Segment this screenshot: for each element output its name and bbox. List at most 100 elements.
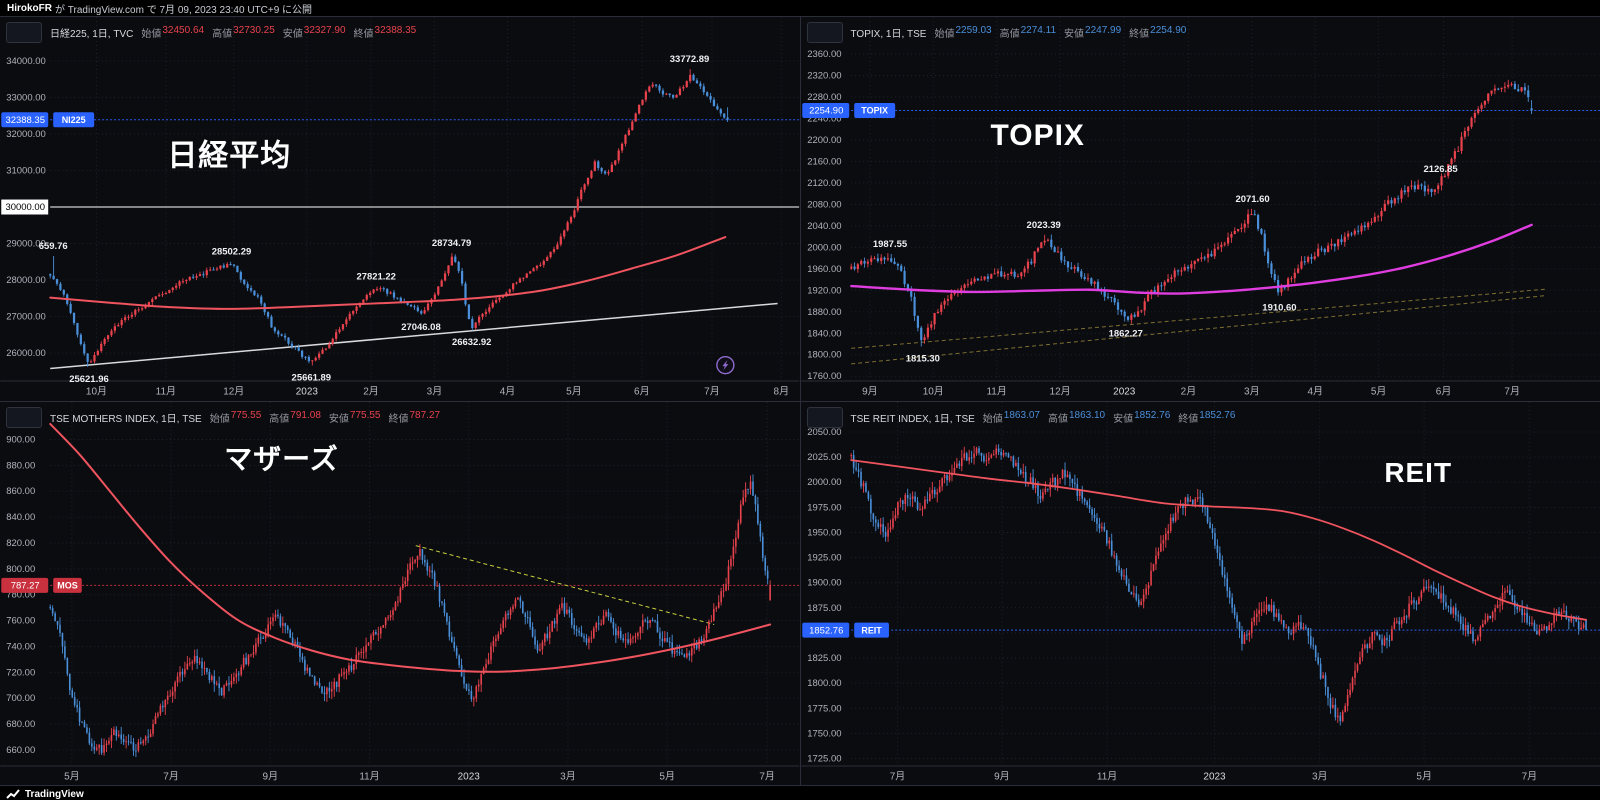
price-tags[interactable]: 30000.00 32388.35 NI225 [1, 112, 95, 215]
y-axis-label: 2360.00 [807, 49, 841, 60]
y-axis-label: 2025.00 [807, 452, 841, 463]
y-axis-label: 1840.00 [807, 328, 841, 339]
trend-line [415, 544, 715, 625]
trend-line [850, 295, 1545, 365]
nikkei-chart-canvas[interactable]: 26000.00 27000.00 28000.00 29000.00 30000.00… [0, 17, 800, 401]
y-axis-label: 27000.00 [6, 312, 46, 323]
y-axis-label: 900.00 [6, 434, 35, 445]
high-value: 32730.25 [233, 25, 275, 36]
swing-annotations: 659.76 25621.96 28502.29 25661.89 27821.22 27… [39, 54, 710, 385]
svg-text:MOS: MOS [57, 580, 77, 590]
plot-area[interactable] [49, 69, 800, 370]
reit-legend[interactable]: TSE REIT INDEX, 1日, TSE 始値 1863.07 高値 1863… [806, 406, 1236, 428]
symbol-title[interactable]: TOPIX, 1日, TSE [850, 29, 927, 40]
x-axis-label: 4月 [500, 386, 516, 398]
topix-legend[interactable]: TOPIX, 1日, TSE 始値 2259.03 高値 2274.11 安値 224… [806, 22, 1186, 43]
x-axis-label: 10月 [86, 386, 107, 398]
symbol-title[interactable]: 日経225, 1日, TVC [50, 29, 134, 40]
candles-layer [849, 79, 1533, 347]
x-axis-label: 6月 [1435, 386, 1451, 398]
ohlc-values: 始値 775.55 高値 791.08 安値 775.55 終値 787.27 [210, 410, 440, 425]
reit-chart-canvas[interactable]: 1725.001750.001775.001800.001825.001850.… [800, 401, 1600, 786]
tradingview-brand[interactable]: TradingView [25, 788, 84, 800]
svg-text:TOPIX: TOPIX [861, 106, 888, 116]
x-axis-label: 12月 [1049, 386, 1070, 398]
open-value: 32450.64 [162, 25, 205, 36]
symbol-logo-box[interactable] [6, 406, 42, 428]
tradingview-logo-icon[interactable] [6, 788, 20, 800]
y-axis-label: 800.00 [6, 563, 35, 574]
publish-attribution-bar: HirokoFR が TradingView.com で 7月 09, 2023… [0, 0, 1600, 16]
price-annotation: 27821.22 [356, 272, 396, 283]
symbol-title[interactable]: TSE REIT INDEX, 1日, TSE [850, 413, 975, 425]
y-axis-label: 1800.00 [807, 350, 841, 361]
x-axis-label: 3月 [560, 770, 576, 782]
y-axis-label: 1900.00 [807, 577, 841, 588]
y-axis-label: 740.00 [6, 641, 35, 652]
plot-area[interactable] [849, 79, 1600, 365]
last-price-tag [801, 102, 849, 118]
open-value: 775.55 [230, 409, 262, 421]
symbol-logo-box[interactable] [806, 406, 843, 428]
y-axis-label: 700.00 [6, 693, 35, 704]
nikkei-legend[interactable]: 日経225, 1日, TVC 始値 32450.64 高値 32730.25 安値 3… [6, 22, 416, 43]
y-axis-label: 720.00 [6, 667, 35, 678]
x-axis-label: 7月 [1504, 386, 1520, 398]
x-axis-label: 2月 [363, 386, 379, 398]
y-axis-label: 1875.00 [807, 602, 841, 613]
price-annotation: 2023.39 [1026, 220, 1060, 231]
symbol-price-label [53, 112, 95, 128]
price-tags[interactable]: 787.27 MOS [1, 577, 82, 593]
y-axis-label: 1960.00 [807, 264, 841, 275]
ohlc-values: 始値 1863.07 高値 1863.10 安値 1852.76 終値 1852.76 [983, 410, 1236, 425]
publish-info: が TradingView.com で 7月 09, 2023 23:40 UT… [55, 4, 313, 16]
price-annotation: 2071.60 [1235, 194, 1269, 205]
y-axis-label: 28000.00 [6, 275, 46, 286]
y-axis-label: 1925.00 [807, 552, 841, 563]
x-axis-label: 12月 [223, 386, 244, 398]
y-axis-label: 2240.00 [807, 113, 841, 124]
ma-line [49, 422, 772, 673]
symbol-logo-box[interactable] [6, 22, 42, 43]
price-tags[interactable]: 1852.76 REIT [801, 622, 889, 638]
mothers-legend[interactable]: TSE MOTHERS INDEX, 1日, TSE 始値 775.55 高値 79… [6, 406, 440, 428]
symbol-logo-box[interactable] [806, 22, 843, 43]
ohlc-values: 始値 2259.03 高値 2274.11 安値 2247.99 終値 2254.90 [934, 25, 1186, 40]
y-axis-label: 1880.00 [807, 307, 841, 318]
symbol-price-label [853, 102, 895, 118]
topix-chart-canvas[interactable]: 1760.00 1800.00 1840.00 1880.00 1920.00 1960.… [800, 17, 1600, 401]
y-axis-label: 2200.00 [807, 135, 841, 146]
plot-area[interactable] [849, 443, 1600, 725]
price-tags[interactable]: 2254.90 TOPIX [801, 102, 895, 118]
svg-text:REIT: REIT [861, 625, 882, 635]
y-axis-label: 1975.00 [807, 502, 841, 513]
publisher-name[interactable]: HirokoFR [7, 2, 52, 14]
x-axis-label: 7月 [704, 386, 720, 398]
y-axis-label: 2160.00 [807, 156, 841, 167]
x-axis-label: 5月 [64, 770, 80, 782]
x-axis-label: 2023 [1113, 387, 1136, 398]
mothers-chart-canvas[interactable]: 660.00 680.00 700.00 720.00 740.00 760.00 780.… [0, 401, 800, 786]
svg-text:32388.35: 32388.35 [5, 115, 45, 126]
x-axis-label: 9月 [994, 770, 1010, 782]
panel-mothers: 660.00 680.00 700.00 720.00 740.00 760.00 780.… [0, 401, 800, 786]
tradingview-footer: TradingView [0, 786, 1600, 800]
ma-line [849, 223, 1533, 295]
symbol-title[interactable]: TSE MOTHERS INDEX, 1日, TSE [50, 413, 202, 425]
high-label: 高値 [212, 29, 233, 40]
x-axis-label: 2月 [1180, 386, 1196, 398]
close-value: 787.27 [409, 409, 441, 421]
y-axis-label: 26000.00 [6, 348, 46, 359]
price-annotation: 26632.92 [452, 337, 492, 348]
flash-reaction-icon[interactable] [716, 355, 735, 375]
y-axis-label: 2000.00 [807, 242, 841, 253]
close-label: 終値 [353, 29, 374, 40]
panel-topix: 1760.00 1800.00 1840.00 1880.00 1920.00 1960.… [800, 17, 1600, 401]
y-axis-label: 1750.00 [807, 728, 841, 739]
candles-layer [49, 473, 771, 757]
x-axis-label: 3月 [1311, 770, 1327, 782]
plot-area[interactable] [49, 422, 800, 757]
y-axis-label: 1775.00 [807, 703, 841, 714]
y-axis-label: 32000.00 [6, 129, 46, 140]
x-axis-label: 2023 [458, 771, 481, 782]
